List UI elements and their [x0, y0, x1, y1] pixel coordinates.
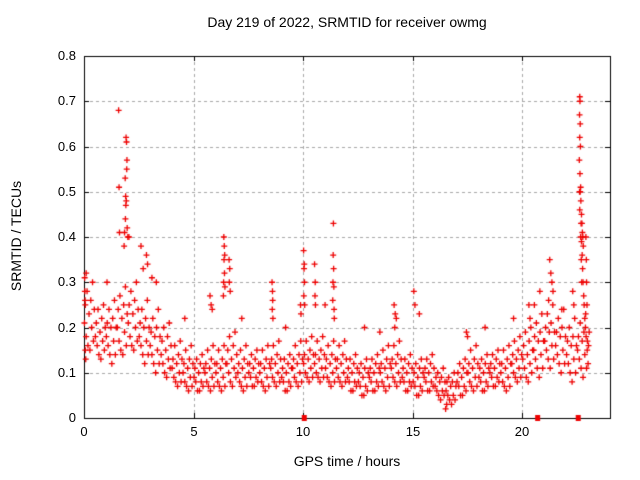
x-tick-label: 5 [190, 424, 198, 439]
y-tick-label: 0.6 [57, 139, 76, 154]
chart-title: Day 219 of 2022, SRMTID for receiver owm… [207, 14, 487, 30]
y-tick-label: 0.2 [57, 320, 76, 335]
y-tick-label: 0.8 [57, 48, 76, 63]
x-tick-label: 0 [80, 424, 88, 439]
y-tick-label: 0.1 [57, 365, 76, 380]
y-tick-label: 0.7 [57, 93, 76, 108]
y-tick-label: 0.4 [57, 229, 76, 244]
x-tick-label: 15 [405, 424, 421, 439]
x-axis-label: GPS time / hours [293, 453, 401, 469]
y-tick-label: 0 [68, 410, 76, 425]
y-tick-label: 0.3 [57, 274, 76, 289]
x-tick-label: 10 [295, 424, 311, 439]
y-tick-label: 0.5 [57, 184, 76, 199]
x-tick-label: 20 [514, 424, 530, 439]
